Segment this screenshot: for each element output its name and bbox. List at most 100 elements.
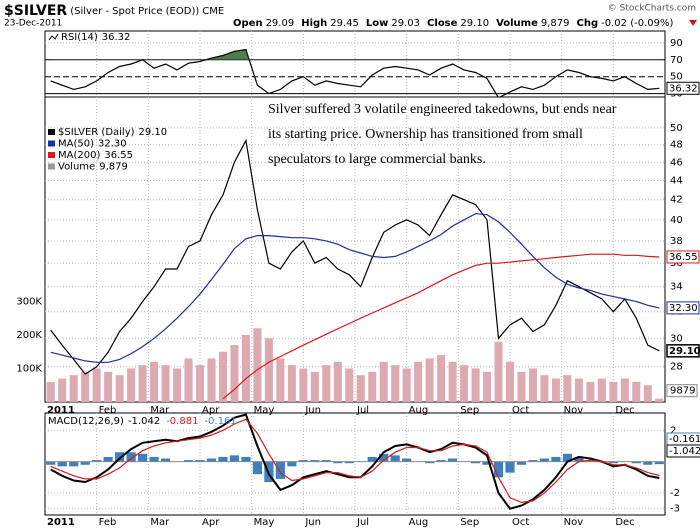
y-tick-label: 70 [670, 55, 683, 66]
volume-bar [494, 341, 503, 402]
x-tick-label: 2011 [47, 517, 75, 528]
histogram-bar [103, 456, 113, 462]
histogram-bar [493, 461, 504, 478]
y-tick-label: 28 [670, 362, 683, 373]
stat-value: 29.03 [391, 18, 420, 29]
x-tick-label: Nov [564, 517, 584, 528]
legend-icon [48, 33, 59, 41]
volume-bar [241, 334, 250, 402]
y-tick-label: 50 [670, 123, 683, 134]
histogram-bar [57, 461, 67, 467]
x-tick-label: Dec [615, 405, 634, 416]
legend-swatch [48, 163, 55, 170]
x-tick-label: Jun [304, 517, 321, 528]
histogram-bar [425, 461, 435, 464]
x-tick-label: Mar [150, 517, 170, 528]
volume-bar [138, 365, 147, 402]
legend-entry: MA(200) 36.55 [58, 150, 133, 161]
histogram-bar [551, 456, 561, 462]
volume-bar [586, 381, 595, 402]
volume-bar [609, 381, 618, 402]
histogram-bar [218, 456, 228, 462]
legend-name: MA(200) [58, 150, 100, 161]
volume-bar [460, 365, 469, 402]
macd-value: -0.161 [204, 416, 236, 427]
legend-swatch [48, 152, 55, 158]
stat-label: Open [233, 18, 263, 29]
x-tick-label: Jul [356, 517, 369, 528]
volume-bar [597, 378, 606, 402]
volume-bar [115, 375, 124, 402]
histogram-bar [631, 461, 641, 464]
rsi-value: 36.32 [102, 32, 131, 43]
histogram-bar [539, 458, 550, 462]
volume-bar [379, 361, 388, 402]
histogram-bar [138, 453, 148, 462]
value-box [666, 344, 700, 358]
y-tick-label: 42 [670, 195, 683, 206]
volume-bar [58, 378, 67, 402]
x-tick-label: Feb [99, 517, 117, 528]
volume-bar [150, 361, 159, 402]
histogram-bar [608, 461, 618, 464]
y-tick-label: 50 [670, 72, 683, 83]
legend-name: $SILVER (Daily) [58, 127, 135, 138]
histogram-bar [69, 461, 79, 467]
volume-bar [483, 371, 492, 402]
volume-bar [69, 375, 78, 402]
volume-bar [505, 361, 515, 402]
volume-bar [655, 398, 664, 402]
legend-entry: Volume 9,879 [58, 162, 128, 173]
x-tick-label: Sep [460, 405, 479, 416]
histogram-bar [206, 458, 217, 462]
legend-entry: MA(50) 32.30 [58, 139, 127, 150]
volume-bar [574, 378, 583, 402]
volume-bar [540, 375, 549, 402]
volume-bar [345, 368, 354, 402]
histogram-bar [562, 453, 572, 462]
volume-bar [253, 328, 262, 402]
volume-box [666, 384, 698, 398]
histogram-bar [275, 461, 285, 479]
stat-value: 29.09 [266, 18, 295, 29]
volume-bar [104, 371, 113, 402]
y-tick-label: 30 [670, 333, 683, 344]
y-tick-label: -3 [670, 504, 680, 515]
histogram-bar [344, 461, 354, 464]
x-tick-label: Aug [409, 517, 429, 528]
histogram-bar [80, 461, 90, 465]
value-box-label: 32.30 [669, 303, 698, 314]
histogram-bar [195, 460, 205, 462]
volume-bar [218, 351, 227, 402]
histogram-bar [183, 460, 194, 462]
volume-bar [437, 355, 446, 402]
histogram-bar [654, 461, 664, 465]
volume-bar [333, 361, 342, 402]
histogram-bar [516, 461, 527, 465]
histogram-bar [310, 460, 320, 462]
volume-bar [299, 368, 308, 402]
rsi-name: RSI(14) [61, 32, 98, 43]
series-line [50, 48, 660, 97]
value-box [666, 301, 700, 315]
y-tick-label: 34 [670, 282, 683, 293]
x-tick-label: Apr [202, 517, 220, 528]
value-box-label: 29.10 [669, 346, 700, 357]
legend-value: 36.55 [104, 150, 133, 161]
volume-bar [322, 365, 331, 402]
y-tick-label: 44 [670, 176, 683, 187]
series-line [222, 253, 660, 400]
volume-bar [471, 368, 480, 402]
value-box-label: -0.161 [669, 434, 700, 445]
volume-bar [448, 361, 457, 402]
volume-box-label: 9879 [670, 386, 695, 397]
stat-value: -0.02 (-0.09%) [601, 18, 673, 29]
legend-value: 32.30 [98, 139, 127, 150]
histogram-bar [379, 453, 389, 462]
volume-bar [264, 338, 273, 402]
description: (Silver - Spot Price (EOD)) [70, 6, 199, 17]
y-tick-label: 48 [670, 140, 683, 151]
legend-entry: $SILVER (Daily) 29.10 [58, 127, 167, 138]
x-tick-label: Aug [409, 405, 429, 416]
volume-bar [81, 371, 90, 402]
